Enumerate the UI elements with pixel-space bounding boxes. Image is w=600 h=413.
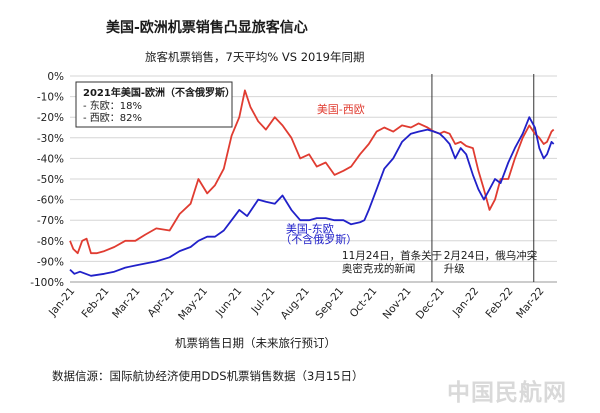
y-tick-label: -60% [37, 195, 64, 207]
y-tick-label: -40% [37, 153, 64, 165]
series-label: （不含俄罗斯） [280, 232, 357, 246]
chart-subtitle: 旅客机票销售，7天平均% VS 2019年同期 [145, 50, 365, 64]
y-tick-label: -10% [37, 92, 64, 104]
x-tick-label: Jun-21 [213, 285, 244, 319]
y-tick-label: -30% [37, 133, 64, 145]
y-tick-label: -100% [30, 277, 64, 289]
x-tick-label: May-21 [176, 285, 210, 322]
y-tick-label: -70% [37, 215, 64, 227]
x-tick-label: Jul-21 [249, 285, 278, 316]
annotation-text: 升级 [444, 263, 465, 275]
x-tick-label: Dec-21 [414, 285, 447, 321]
annotation-text: 奥密克戎的新闻 [342, 262, 416, 275]
watermark: 中国民航网 [447, 380, 567, 406]
x-tick-label: Jan-21 [46, 285, 77, 319]
series-label: 美国-东欧 [286, 223, 334, 236]
x-tick-label: Feb-22 [483, 285, 515, 320]
x-tick-label: Jan-22 [450, 285, 481, 319]
page-title: 美国-欧洲机票销售凸显旅客信心 [106, 20, 308, 36]
y-tick-label: 0% [47, 71, 64, 83]
data-source: 数据信源：国际航协经济使用DDS机票销售数据（3月15日） [52, 369, 364, 383]
y-tick-label: -90% [37, 256, 64, 268]
legend-box: 2021年美国-欧洲（不含俄罗斯）- 东欧：18%- 西欧：82% [75, 81, 235, 128]
x-tick-label: Oct-21 [348, 285, 380, 320]
legend-frame [75, 81, 233, 128]
x-tick-label: Sep-21 [313, 285, 346, 321]
annotation-text: 2月24日，俄乌冲突 [444, 249, 538, 262]
x-tick-label: Feb-21 [79, 285, 111, 320]
x-tick-label: Aug-21 [279, 285, 312, 322]
series-lines [69, 89, 555, 277]
x-axis-label: 机票销售日期（未来旅行预订） [175, 336, 336, 350]
series-line-0 [69, 89, 555, 255]
x-tick-label: Apr-21 [145, 285, 176, 319]
series-line-1 [69, 116, 555, 277]
y-tick-label: -80% [37, 236, 64, 248]
y-tick-label: -50% [37, 174, 64, 186]
legend-line: - 西欧：82% [83, 112, 142, 124]
annotation-text: 11月24日，首条关于 [342, 249, 442, 262]
legend-title: 2021年美国-欧洲（不含俄罗斯） [83, 86, 235, 99]
x-tick-label: Mar-22 [514, 285, 547, 321]
y-tick-label: -20% [37, 112, 64, 124]
series-label: 美国-西欧 [317, 103, 365, 116]
x-tick-label: Mar-21 [110, 285, 143, 321]
y-tick-labels: 0% -10% -20% -30% -40% -50% -60% -70% -80% -90% -1… [30, 71, 64, 289]
legend-line: - 东欧：18% [83, 99, 142, 112]
x-tick-label: Nov-21 [381, 285, 414, 321]
